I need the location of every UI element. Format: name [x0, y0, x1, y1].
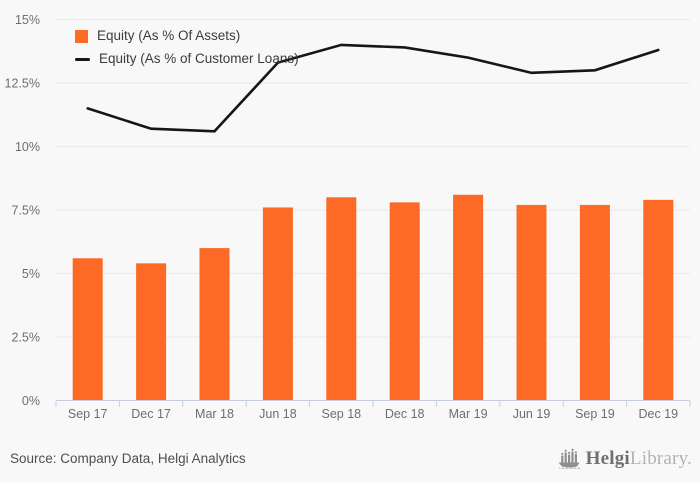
bar-dec-17[interactable] [136, 263, 167, 401]
series-line-equity-loans[interactable] [86, 43, 660, 133]
y-tick-label: 15% [15, 13, 40, 27]
legend-item-equity-loans[interactable]: Equity (As % of Customer Loans) [75, 51, 299, 67]
legend-item-equity-assets[interactable]: Equity (As % Of Assets) [75, 28, 299, 44]
x-tick-label: Mar 18 [195, 407, 234, 421]
x-tick-label: Mar 19 [449, 407, 488, 421]
chart-canvas: 0% 2.5% 5% 7.5% 10% 12.5% 15% Sep 17 Dec 17 Mar 1… [5, 13, 691, 421]
source-text: Source: Company Data, Helgi Analytics [10, 451, 246, 466]
x-tick-label: Dec 18 [385, 407, 425, 421]
brand-logo[interactable]: HelgiLibrary. [558, 446, 692, 472]
brand-name-helgi: Helgi [585, 447, 630, 469]
bar-mar-18[interactable] [199, 248, 230, 401]
y-tick-label: 10% [15, 140, 40, 154]
plot-area: 0% 2.5% 5% 7.5% 10% 12.5% 15% Sep 17 Dec 17 Mar 1… [5, 13, 691, 421]
y-tick-label: 5% [22, 267, 40, 281]
bar-sep-18[interactable] [326, 197, 357, 401]
y-tick-label: 2.5% [12, 331, 41, 345]
legend-square-swatch [75, 29, 88, 43]
legend: Equity (As % Of Assets) Equity (As % of … [75, 28, 299, 67]
bar-dec-18[interactable] [389, 202, 420, 401]
footer: Source: Company Data, Helgi Analytics [0, 440, 700, 483]
x-tick-label: Jun 18 [259, 407, 297, 421]
legend-label-equity-loans: Equity (As % of Customer Loans) [99, 51, 299, 67]
x-tick-label: Sep 19 [575, 407, 615, 421]
y-tick-label: 12.5% [5, 77, 40, 91]
x-tick-label: Sep 17 [68, 407, 108, 421]
legend-label-equity-assets: Equity (As % Of Assets) [97, 28, 241, 43]
legend-line-swatch [75, 57, 90, 61]
bar-sep-17[interactable] [72, 258, 103, 401]
bar-dec-19[interactable] [643, 199, 674, 401]
x-tick-label: Dec 17 [131, 407, 171, 421]
bar-jun-18[interactable] [262, 207, 293, 401]
brand-wordmark: HelgiLibrary. [586, 448, 692, 470]
bar-sep-19[interactable] [579, 204, 610, 401]
bar-jun-19[interactable] [516, 204, 547, 401]
helgi-ship-icon [558, 448, 581, 468]
x-tick-label: Sep 18 [321, 407, 361, 421]
x-tick-label: Jun 19 [513, 407, 551, 421]
bar-mar-19[interactable] [453, 194, 484, 401]
y-tick-label: 0% [22, 394, 40, 408]
x-tick-label: Dec 19 [638, 407, 678, 421]
brand-name-library: Library. [629, 447, 692, 469]
y-tick-label: 7.5% [12, 204, 41, 218]
